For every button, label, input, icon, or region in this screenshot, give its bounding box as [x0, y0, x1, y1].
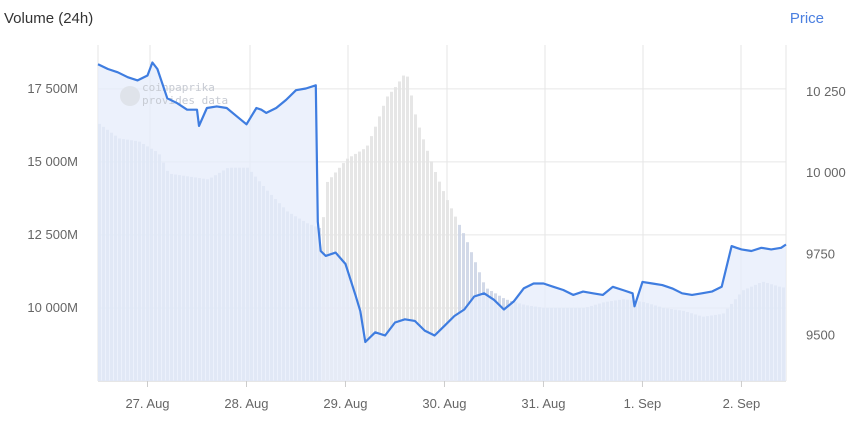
x-tick-label: 28. Aug	[224, 396, 268, 411]
watermark-line2: provides data	[142, 94, 228, 107]
price-area-fill	[98, 62, 786, 381]
volume-bar	[370, 136, 373, 381]
left-tick-label: 15 000M	[27, 154, 78, 169]
volume-bar	[430, 161, 433, 381]
price-area	[98, 62, 786, 381]
coinpaprika-logo-icon	[120, 86, 140, 106]
price-toggle-link[interactable]: Price	[789, 10, 824, 27]
volume-bar	[366, 145, 369, 381]
right-axis-ticks: 9500 9750 10 000 10 250	[806, 84, 846, 343]
volume-bar	[410, 95, 413, 382]
volume-bar	[350, 156, 353, 381]
x-tick-label: 31. Aug	[521, 396, 565, 411]
volume-bar	[434, 172, 437, 381]
x-axis-ticks: 27. Aug 28. Aug 29. Aug 30. Aug 31. Aug 1. Se…	[125, 381, 760, 411]
volume-bar	[438, 181, 441, 381]
x-tick-label: 30. Aug	[422, 396, 466, 411]
x-tick-label: 29. Aug	[323, 396, 367, 411]
left-tick-label: 10 000M	[27, 300, 78, 315]
volume-bar	[354, 153, 357, 381]
volume-bar	[374, 126, 377, 382]
volume-bar	[414, 114, 417, 381]
left-tick-label: 12 500M	[27, 227, 78, 242]
right-tick-label: 10 000	[806, 165, 846, 180]
volume-bar	[426, 150, 429, 381]
right-tick-label: 9500	[806, 328, 835, 343]
volume-bar	[378, 116, 381, 381]
volume-title: Volume (24h)	[4, 10, 94, 27]
coinpaprika-watermark: coinpaprika provides data	[120, 81, 228, 107]
right-tick-label: 10 250	[806, 84, 846, 99]
left-axis-ticks: 10 000M 12 500M 15 000M 17 500M	[27, 81, 78, 315]
volume-bar	[402, 75, 405, 382]
volume-bar	[458, 224, 461, 381]
x-tick-label: 2. Sep	[723, 396, 761, 411]
volume-bar	[362, 149, 365, 381]
volume-bar	[394, 87, 397, 382]
volume-bar	[418, 127, 421, 381]
volume-bar	[446, 200, 449, 381]
price-series-line	[97, 61, 787, 344]
watermark-line1: coinpaprika	[142, 81, 215, 94]
left-tick-label: 17 500M	[27, 81, 78, 96]
volume-bar	[398, 81, 401, 381]
volume-bar	[462, 233, 465, 381]
volume-bar	[358, 151, 361, 381]
volume-bar	[454, 216, 457, 381]
volume-bar	[450, 208, 453, 381]
volume-bar	[382, 105, 385, 381]
volume-bar	[422, 139, 425, 381]
right-tick-label: 9750	[806, 246, 835, 261]
volume-bar	[386, 96, 389, 381]
volume-bar	[406, 76, 409, 381]
volume-bar	[442, 191, 445, 381]
x-tick-label: 27. Aug	[125, 396, 169, 411]
x-tick-label: 1. Sep	[624, 396, 662, 411]
volume-bar	[390, 91, 393, 381]
price-line	[97, 61, 787, 344]
